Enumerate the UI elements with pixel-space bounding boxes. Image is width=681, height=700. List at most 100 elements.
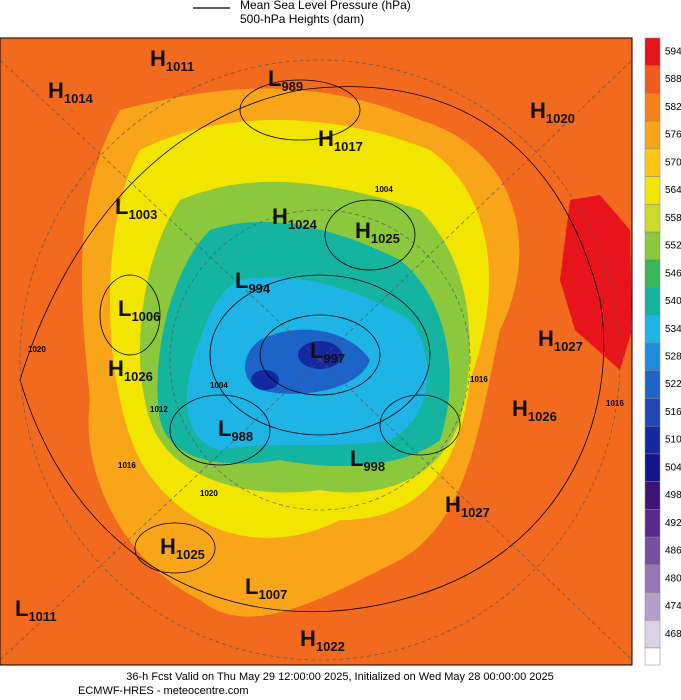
colorbar-cell (644, 259, 661, 288)
colorbar-label: 474 (665, 601, 681, 612)
pressure-center: H1026 (108, 356, 153, 385)
center-kind: H (318, 126, 334, 151)
contour-label: 1016 (470, 375, 488, 384)
pressure-center: L1011 (15, 596, 57, 625)
pressure-center: H1025 (160, 534, 205, 563)
colorbar-cell (644, 370, 661, 399)
center-kind: H (160, 534, 176, 559)
height-area (251, 370, 279, 390)
colorbar-cell (644, 398, 661, 427)
colorbar-cell (644, 176, 661, 205)
center-kind: L (218, 416, 231, 441)
colorbar-cell (644, 37, 661, 66)
center-kind: H (300, 626, 316, 651)
pressure-center: H1011 (150, 46, 194, 75)
pressure-center: H1027 (538, 326, 583, 355)
center-kind: L (268, 66, 281, 91)
colorbar-cell (644, 231, 661, 261)
pressure-center: L997 (310, 338, 345, 367)
center-kind: H (48, 78, 64, 103)
colorbar-label: 540 (665, 296, 681, 307)
center-kind: L (350, 446, 363, 471)
colorbar-cell (644, 620, 661, 649)
center-kind: L (245, 574, 258, 599)
center-kind: L (118, 296, 131, 321)
legend-text: 500-hPa Heights (dam) (240, 12, 364, 26)
map-area (0, 37, 633, 666)
colorbar-cell (644, 204, 661, 233)
colorbar-cell (644, 425, 661, 455)
center-value: 1022 (316, 639, 345, 654)
center-value: 1011 (28, 609, 56, 624)
colorbar-cell (644, 453, 661, 482)
center-value: 1003 (128, 207, 157, 222)
footer-text: ECMWF-HRES - meteocentre.com (78, 685, 249, 697)
center-value: 988 (231, 429, 253, 444)
center-value: 994 (248, 281, 270, 296)
center-value: 998 (363, 459, 385, 474)
center-value: 1020 (546, 111, 575, 126)
pressure-center: L1006 (118, 296, 160, 325)
colorbar-cell (644, 342, 661, 371)
colorbar-label: 504 (665, 462, 681, 473)
pressure-center: L994 (235, 268, 271, 297)
center-value: 1027 (554, 339, 583, 354)
contour-label: 1012 (150, 405, 168, 414)
warm-area (560, 195, 632, 370)
colorbar-label: 468 (665, 629, 681, 640)
colorbar-cell (644, 93, 661, 122)
colorbar-label: 480 (665, 573, 681, 584)
colorbar-cell (644, 509, 661, 538)
colorbar-cell (644, 287, 661, 316)
center-value: 1017 (334, 139, 363, 154)
center-value: 1027 (461, 505, 490, 520)
pressure-center: L1003 (115, 194, 157, 223)
center-value: 989 (281, 79, 303, 94)
colorbar-cell (644, 65, 661, 94)
center-value: 1011 (166, 59, 194, 74)
colorbar-label: 546 (665, 268, 681, 279)
colorbar-label: 510 (665, 435, 681, 446)
footer-text: 36-h Fcst Valid on Thu May 29 12:00:00 2… (126, 671, 553, 683)
center-value: 1026 (528, 409, 557, 424)
colorbar-label: 498 (665, 490, 681, 501)
center-kind: H (272, 204, 288, 229)
center-kind: H (530, 98, 546, 123)
center-kind: H (355, 218, 371, 243)
center-kind: H (108, 356, 124, 381)
pressure-center: H1017 (318, 126, 363, 155)
center-value: 1026 (124, 369, 153, 384)
colorbar-label: 516 (665, 407, 681, 418)
colorbar-label: 594 (665, 47, 681, 58)
pressure-center: H1027 (445, 492, 490, 521)
contour-label: 1016 (606, 399, 624, 408)
colorbar-label: 588 (665, 74, 681, 85)
colorbar-cell (644, 481, 661, 510)
center-kind: L (15, 596, 28, 621)
contour-label: 1020 (28, 345, 46, 354)
center-value: 997 (323, 351, 345, 366)
pressure-center: H1025 (355, 218, 400, 247)
center-kind: H (512, 396, 528, 421)
pressure-center: H1024 (272, 204, 318, 233)
center-kind: H (150, 46, 166, 71)
pressure-center: H1014 (48, 78, 94, 107)
pressure-center: L989 (268, 66, 303, 95)
pressure-center: H1020 (530, 98, 575, 127)
center-kind: L (235, 268, 248, 293)
center-value: 1024 (288, 217, 318, 232)
isobars (19, 79, 605, 613)
center-value: 1025 (176, 547, 205, 562)
center-kind: H (538, 326, 554, 351)
contour-label: 1020 (200, 489, 218, 498)
colorbar-cell (644, 592, 661, 621)
colorbar-label: 558 (665, 213, 681, 224)
center-kind: H (445, 492, 461, 517)
colorbar-label: 570 (665, 157, 681, 168)
colorbar-label: 492 (665, 518, 681, 529)
colorbar-label: 564 (665, 185, 681, 196)
pressure-center: H1026 (512, 396, 557, 425)
colorbar-cell (644, 647, 661, 666)
contour-label: 1016 (118, 461, 136, 470)
colorbar-label: 486 (665, 546, 681, 557)
